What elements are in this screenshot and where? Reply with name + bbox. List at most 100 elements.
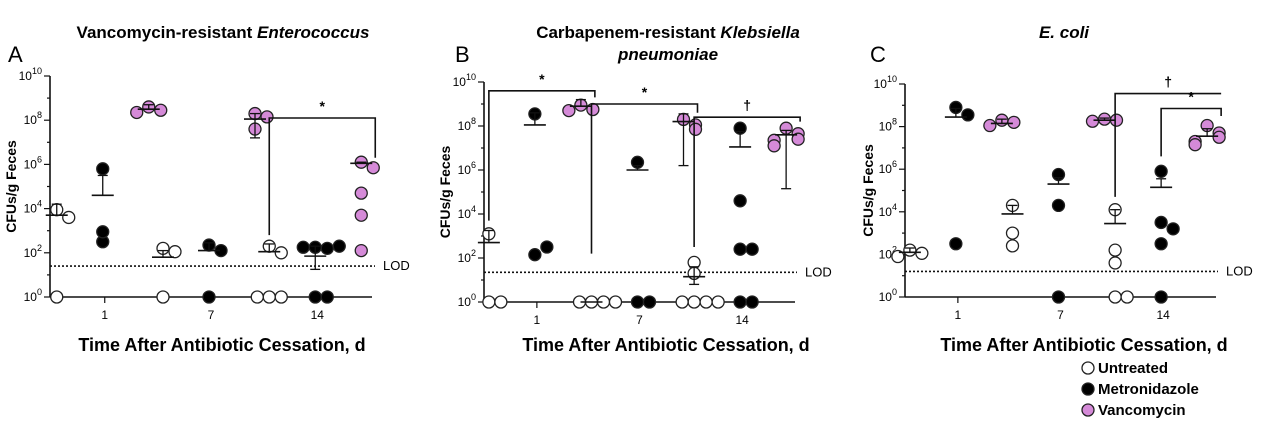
tick-exponent: 2 xyxy=(892,244,897,254)
tick-exponent: 0 xyxy=(37,287,42,297)
data-point-vancomycin xyxy=(791,132,805,146)
data-point-untreated xyxy=(156,290,170,304)
tick-exponent: 2 xyxy=(471,248,476,258)
tick-base: 10 xyxy=(24,202,38,216)
data-point-metronidazole xyxy=(320,290,334,304)
panel-A: Vancomycin-resistant EnterococcusA100102… xyxy=(3,23,410,355)
tick-exponent: 4 xyxy=(37,199,42,209)
tick-base: 10 xyxy=(458,163,472,177)
data-point-metronidazole xyxy=(96,225,110,239)
data-point-untreated xyxy=(687,295,701,309)
tick-base: 10 xyxy=(879,205,893,219)
data-point-untreated xyxy=(262,290,276,304)
y-tick-label: 104 xyxy=(879,202,897,219)
data-point-metronidazole xyxy=(296,240,310,254)
data-point-vancomycin xyxy=(1212,130,1226,144)
data-point-vancomycin xyxy=(366,161,380,175)
lod-label: LOD xyxy=(805,264,832,279)
y-tick-label: 1010 xyxy=(19,66,42,83)
x-tick-label: 7 xyxy=(636,313,643,327)
data-point-vancomycin xyxy=(562,103,576,118)
data-point-vancomycin xyxy=(130,105,144,120)
tick-exponent: 0 xyxy=(471,292,476,302)
significance-symbol: * xyxy=(1188,88,1194,104)
data-point-untreated xyxy=(168,245,182,259)
legend-marker-icon xyxy=(1081,361,1095,375)
legend-label: Vancomycin xyxy=(1098,402,1186,419)
data-point-metronidazole xyxy=(1051,198,1066,213)
title-segment: Klebsiella xyxy=(720,23,799,42)
data-point-untreated xyxy=(1005,226,1020,240)
y-tick-label: 1010 xyxy=(874,74,897,91)
x-tick-label: 1 xyxy=(534,313,541,327)
y-tick-label: 100 xyxy=(458,292,476,309)
tick-base: 10 xyxy=(879,290,893,304)
tick-base: 10 xyxy=(453,75,467,89)
tick-base: 10 xyxy=(879,120,893,134)
y-axis-label: CFUs/g Feces xyxy=(3,140,19,233)
data-point-untreated xyxy=(1005,239,1020,253)
y-axis-label: CFUs/g Feces xyxy=(860,144,876,237)
data-point-metronidazole xyxy=(1154,237,1168,251)
y-tick-label: 104 xyxy=(24,199,42,216)
significance-bracket xyxy=(268,117,377,236)
legend-item: Vancomycin xyxy=(1081,402,1186,419)
tick-exponent: 4 xyxy=(471,204,476,214)
lod-label: LOD xyxy=(1226,263,1253,278)
tick-exponent: 8 xyxy=(471,116,476,126)
data-point-untreated xyxy=(1108,256,1122,270)
tick-exponent: 4 xyxy=(892,202,897,212)
panel-title: Carbapenem-resistant Klebsiella pneumonia… xyxy=(536,23,800,64)
legend: Untreated Metronidazole Vancomycin xyxy=(1081,360,1199,419)
y-tick-label: 102 xyxy=(24,243,42,260)
legend-marker-icon xyxy=(1081,382,1095,396)
data-point-vancomycin xyxy=(354,186,368,200)
data-point-untreated xyxy=(711,295,725,309)
data-point-metronidazole xyxy=(1166,222,1180,236)
data-point-untreated xyxy=(699,295,713,309)
panel-title: E. coli xyxy=(1039,23,1090,42)
data-point-metronidazole xyxy=(1154,164,1168,178)
title-segment: E. coli xyxy=(1039,23,1090,42)
x-tick-label: 1 xyxy=(955,308,962,322)
data-point-vancomycin xyxy=(260,110,274,124)
data-point-vancomycin xyxy=(767,139,781,153)
panel-title: Vancomycin-resistant Enterococcus xyxy=(77,23,370,42)
data-point-metronidazole xyxy=(1154,215,1168,230)
significance-bracket xyxy=(488,90,596,221)
panel-letter: C xyxy=(870,42,886,67)
data-point-untreated xyxy=(250,290,264,304)
data-point-metronidazole xyxy=(630,295,645,309)
data-point-vancomycin xyxy=(688,122,703,136)
tick-exponent: 0 xyxy=(892,287,897,297)
y-axis-label: CFUs/g Feces xyxy=(437,145,453,238)
data-point-metronidazole xyxy=(745,295,759,309)
data-point-vancomycin xyxy=(1007,115,1021,129)
data-point-metronidazole xyxy=(733,295,747,309)
data-point-untreated xyxy=(675,295,689,309)
significance-symbol: * xyxy=(642,84,648,100)
data-point-untreated xyxy=(1120,290,1134,304)
y-tick-label: 108 xyxy=(458,116,476,133)
data-point-untreated xyxy=(274,246,288,260)
x-axis-label: Time After Antibiotic Cessation, d xyxy=(940,335,1227,355)
legend-label: Untreated xyxy=(1098,360,1168,377)
data-point-metronidazole xyxy=(733,194,747,208)
y-tick-label: 104 xyxy=(458,204,476,221)
data-point-vancomycin xyxy=(586,102,600,117)
data-point-vancomycin xyxy=(983,118,997,133)
y-tick-label: 100 xyxy=(879,287,897,304)
tick-exponent: 8 xyxy=(892,117,897,127)
significance-bracket xyxy=(1160,107,1222,157)
tick-exponent: 6 xyxy=(471,160,476,170)
tick-exponent: 6 xyxy=(892,159,897,169)
significance-symbol: † xyxy=(1164,74,1172,90)
tick-base: 10 xyxy=(24,157,38,171)
x-tick-label: 14 xyxy=(311,308,325,322)
tick-base: 10 xyxy=(19,69,33,83)
data-point-untreated xyxy=(891,249,905,264)
data-point-metronidazole xyxy=(332,239,346,253)
legend-marker-icon xyxy=(1081,403,1095,417)
